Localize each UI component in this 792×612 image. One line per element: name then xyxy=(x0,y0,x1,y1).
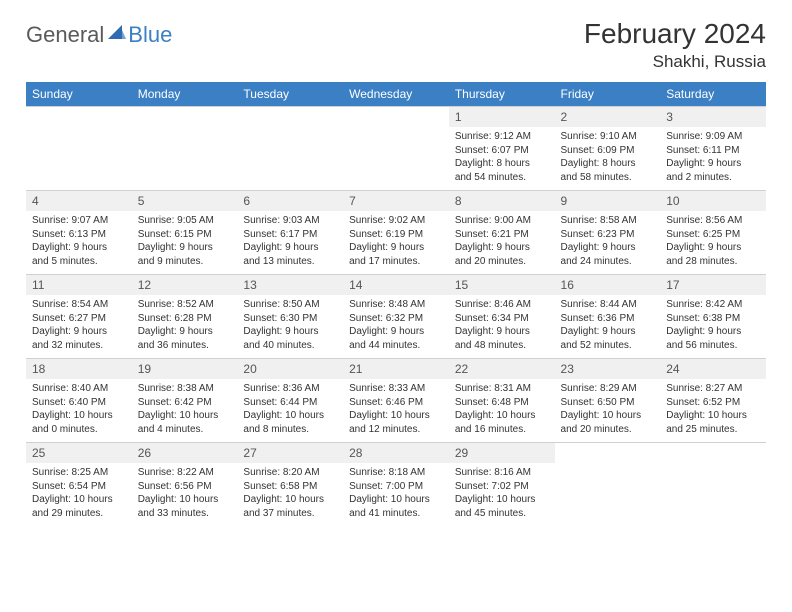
day-content-cell: Sunrise: 8:33 AMSunset: 6:46 PMDaylight:… xyxy=(343,379,449,443)
day-content-cell: Sunrise: 8:31 AMSunset: 6:48 PMDaylight:… xyxy=(449,379,555,443)
day-content-cell: Sunrise: 9:05 AMSunset: 6:15 PMDaylight:… xyxy=(132,211,238,275)
day-number-cell: 21 xyxy=(343,359,449,380)
day-content-cell: Sunrise: 8:18 AMSunset: 7:00 PMDaylight:… xyxy=(343,463,449,526)
day-content-cell: Sunrise: 8:50 AMSunset: 6:30 PMDaylight:… xyxy=(237,295,343,359)
day-content-cell: Sunrise: 8:56 AMSunset: 6:25 PMDaylight:… xyxy=(660,211,766,275)
day-content-cell: Sunrise: 8:46 AMSunset: 6:34 PMDaylight:… xyxy=(449,295,555,359)
month-title: February 2024 xyxy=(584,18,766,50)
day-number-cell: 10 xyxy=(660,191,766,212)
day-number-cell: 19 xyxy=(132,359,238,380)
logo-triangle-icon xyxy=(108,25,126,39)
day-number-cell: 18 xyxy=(26,359,132,380)
day-number-cell: 24 xyxy=(660,359,766,380)
title-block: February 2024 Shakhi, Russia xyxy=(584,18,766,72)
day-content-cell: Sunrise: 8:27 AMSunset: 6:52 PMDaylight:… xyxy=(660,379,766,443)
day-content-cell xyxy=(343,127,449,191)
day-number-cell: 12 xyxy=(132,275,238,296)
day-number-cell: 27 xyxy=(237,443,343,464)
day-number-cell xyxy=(555,443,661,464)
day-number-cell xyxy=(132,107,238,128)
day-content-cell: Sunrise: 9:10 AMSunset: 6:09 PMDaylight:… xyxy=(555,127,661,191)
weekday-header: Monday xyxy=(132,82,238,107)
day-content-cell: Sunrise: 8:42 AMSunset: 6:38 PMDaylight:… xyxy=(660,295,766,359)
day-content-cell: Sunrise: 8:16 AMSunset: 7:02 PMDaylight:… xyxy=(449,463,555,526)
weekday-header: Thursday xyxy=(449,82,555,107)
day-number-cell: 3 xyxy=(660,107,766,128)
day-content-cell xyxy=(555,463,661,526)
day-number-cell: 5 xyxy=(132,191,238,212)
day-content-cell xyxy=(26,127,132,191)
weekday-header: Friday xyxy=(555,82,661,107)
header: General Blue February 2024 Shakhi, Russi… xyxy=(26,18,766,72)
day-content-cell: Sunrise: 8:48 AMSunset: 6:32 PMDaylight:… xyxy=(343,295,449,359)
calendar-table: SundayMondayTuesdayWednesdayThursdayFrid… xyxy=(26,82,766,526)
day-content-cell: Sunrise: 8:25 AMSunset: 6:54 PMDaylight:… xyxy=(26,463,132,526)
day-number-cell: 16 xyxy=(555,275,661,296)
location: Shakhi, Russia xyxy=(584,52,766,72)
weekday-header-row: SundayMondayTuesdayWednesdayThursdayFrid… xyxy=(26,82,766,107)
day-content-cell: Sunrise: 8:20 AMSunset: 6:58 PMDaylight:… xyxy=(237,463,343,526)
weekday-header: Saturday xyxy=(660,82,766,107)
day-content-row: Sunrise: 9:07 AMSunset: 6:13 PMDaylight:… xyxy=(26,211,766,275)
day-content-cell: Sunrise: 8:22 AMSunset: 6:56 PMDaylight:… xyxy=(132,463,238,526)
day-number-cell xyxy=(660,443,766,464)
day-number-cell: 13 xyxy=(237,275,343,296)
day-number-cell: 4 xyxy=(26,191,132,212)
day-number-cell: 15 xyxy=(449,275,555,296)
day-number-row: 18192021222324 xyxy=(26,359,766,380)
day-number-cell xyxy=(26,107,132,128)
day-content-cell: Sunrise: 9:09 AMSunset: 6:11 PMDaylight:… xyxy=(660,127,766,191)
day-content-cell: Sunrise: 8:52 AMSunset: 6:28 PMDaylight:… xyxy=(132,295,238,359)
logo: General Blue xyxy=(26,22,172,48)
day-content-cell: Sunrise: 9:12 AMSunset: 6:07 PMDaylight:… xyxy=(449,127,555,191)
day-number-cell: 7 xyxy=(343,191,449,212)
logo-text-blue: Blue xyxy=(128,22,172,48)
day-number-row: 11121314151617 xyxy=(26,275,766,296)
day-number-cell: 17 xyxy=(660,275,766,296)
day-content-cell xyxy=(132,127,238,191)
day-number-cell: 20 xyxy=(237,359,343,380)
day-number-cell xyxy=(343,107,449,128)
day-number-cell xyxy=(237,107,343,128)
day-number-cell: 6 xyxy=(237,191,343,212)
day-content-cell: Sunrise: 9:03 AMSunset: 6:17 PMDaylight:… xyxy=(237,211,343,275)
day-content-cell: Sunrise: 8:38 AMSunset: 6:42 PMDaylight:… xyxy=(132,379,238,443)
day-content-cell: Sunrise: 8:36 AMSunset: 6:44 PMDaylight:… xyxy=(237,379,343,443)
day-content-cell: Sunrise: 8:58 AMSunset: 6:23 PMDaylight:… xyxy=(555,211,661,275)
day-content-cell: Sunrise: 9:02 AMSunset: 6:19 PMDaylight:… xyxy=(343,211,449,275)
day-number-cell: 26 xyxy=(132,443,238,464)
day-number-cell: 23 xyxy=(555,359,661,380)
weekday-header: Sunday xyxy=(26,82,132,107)
day-content-row: Sunrise: 8:25 AMSunset: 6:54 PMDaylight:… xyxy=(26,463,766,526)
day-content-cell: Sunrise: 8:40 AMSunset: 6:40 PMDaylight:… xyxy=(26,379,132,443)
day-number-cell: 11 xyxy=(26,275,132,296)
day-number-cell: 8 xyxy=(449,191,555,212)
weekday-header: Wednesday xyxy=(343,82,449,107)
day-number-row: 45678910 xyxy=(26,191,766,212)
day-content-row: Sunrise: 9:12 AMSunset: 6:07 PMDaylight:… xyxy=(26,127,766,191)
day-content-cell: Sunrise: 8:44 AMSunset: 6:36 PMDaylight:… xyxy=(555,295,661,359)
day-content-cell xyxy=(237,127,343,191)
day-content-row: Sunrise: 8:40 AMSunset: 6:40 PMDaylight:… xyxy=(26,379,766,443)
day-number-cell: 29 xyxy=(449,443,555,464)
day-content-cell xyxy=(660,463,766,526)
day-number-cell: 14 xyxy=(343,275,449,296)
day-content-cell: Sunrise: 9:07 AMSunset: 6:13 PMDaylight:… xyxy=(26,211,132,275)
day-number-row: 123 xyxy=(26,107,766,128)
day-number-cell: 28 xyxy=(343,443,449,464)
day-number-cell: 22 xyxy=(449,359,555,380)
day-number-cell: 1 xyxy=(449,107,555,128)
day-content-cell: Sunrise: 8:29 AMSunset: 6:50 PMDaylight:… xyxy=(555,379,661,443)
day-content-cell: Sunrise: 9:00 AMSunset: 6:21 PMDaylight:… xyxy=(449,211,555,275)
day-content-row: Sunrise: 8:54 AMSunset: 6:27 PMDaylight:… xyxy=(26,295,766,359)
day-number-cell: 2 xyxy=(555,107,661,128)
logo-text-general: General xyxy=(26,22,104,48)
day-number-cell: 9 xyxy=(555,191,661,212)
day-number-cell: 25 xyxy=(26,443,132,464)
day-number-row: 2526272829 xyxy=(26,443,766,464)
weekday-header: Tuesday xyxy=(237,82,343,107)
day-content-cell: Sunrise: 8:54 AMSunset: 6:27 PMDaylight:… xyxy=(26,295,132,359)
